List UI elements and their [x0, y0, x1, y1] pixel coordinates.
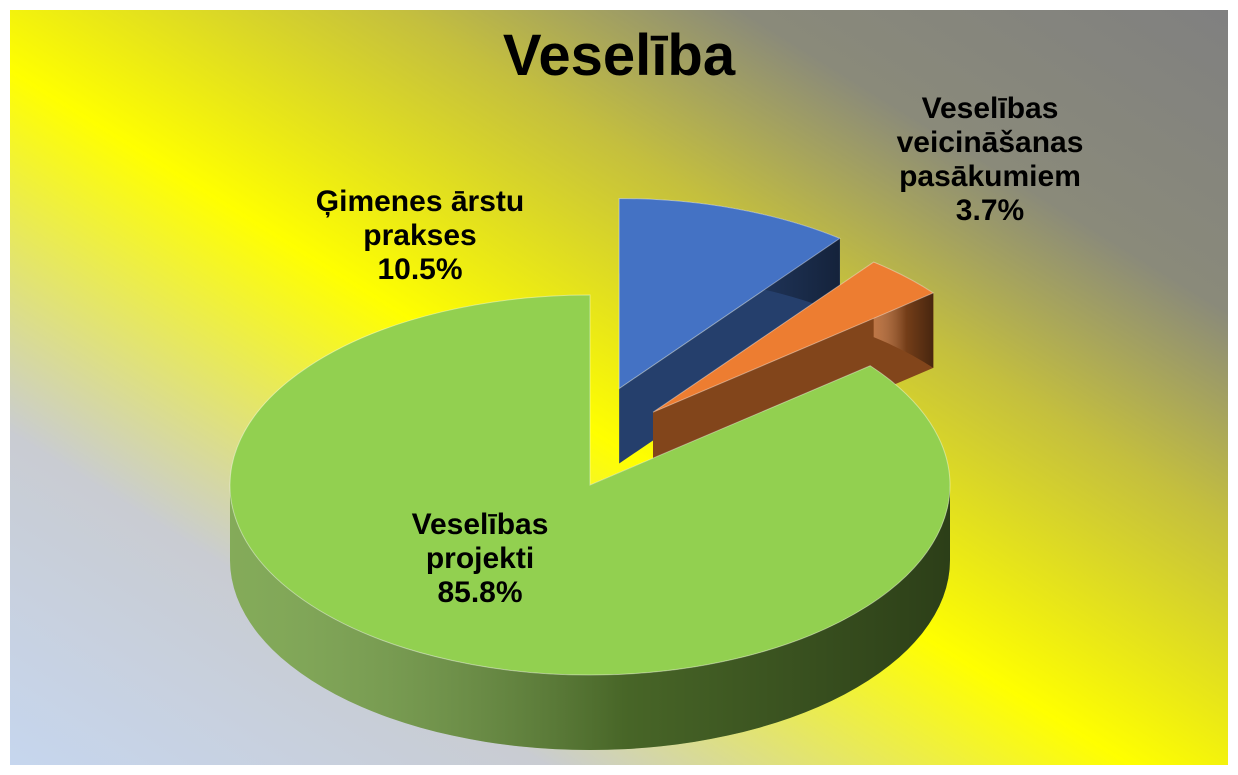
data-label: Ģimenes ārstu prakses 10.5% [300, 185, 540, 287]
slice-top [652, 261, 935, 413]
category-label: Veselības veicināšanas pasākumiem [896, 92, 1084, 193]
data-label: Veselības projekti 85.8% [380, 508, 580, 610]
value-label: 85.8% [437, 576, 523, 609]
value-label: 3.7% [955, 194, 1025, 227]
category-label: Veselības projekti [411, 508, 549, 575]
data-label: Veselības veicināšanas pasākumiem 3.7% [880, 92, 1100, 228]
value-label: 10.5% [377, 253, 463, 286]
chart-title: Veselība [502, 23, 736, 88]
slice-side-shade [230, 485, 950, 750]
slice-top [618, 197, 841, 390]
category-label: Ģimenes ārstu prakses [315, 185, 525, 252]
slice-top [229, 294, 951, 676]
